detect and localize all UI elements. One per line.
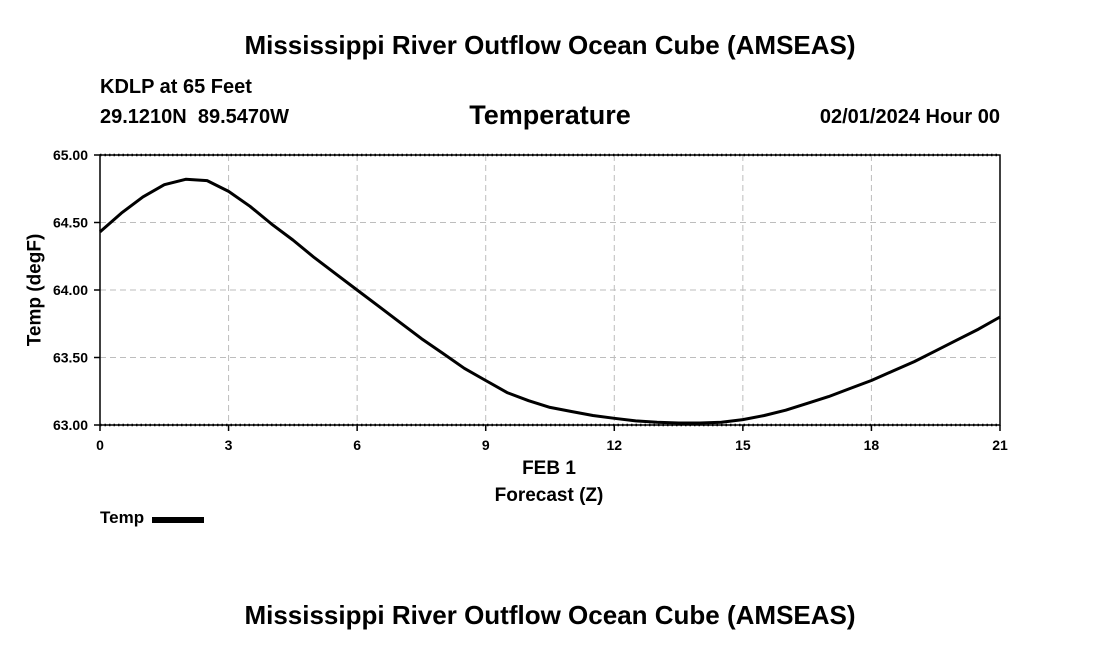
y-tick-label: 63.00 <box>53 417 88 433</box>
chart-title-top: Mississippi River Outflow Ocean Cube (AM… <box>244 30 856 60</box>
station-label: KDLP at 65 Feet <box>100 76 252 98</box>
chart-title-bottom: Mississippi River Outflow Ocean Cube (AM… <box>244 600 856 630</box>
x-tick-label: 6 <box>353 437 361 453</box>
x-axis-title: Forecast (Z) <box>495 485 604 506</box>
frame-dotted-border <box>100 153 1000 427</box>
variable-title: Temperature <box>469 100 631 130</box>
coordinates-label: 29.1210N 89.5470W <box>100 106 290 128</box>
legend-label-temp: Temp <box>100 508 145 527</box>
x-tick-label: 15 <box>735 437 751 453</box>
legend-swatch-temp <box>152 516 205 523</box>
legend: Temp <box>100 508 205 528</box>
x-axis-date-label: FEB 1 <box>522 458 576 479</box>
y-tick-label: 64.00 <box>53 282 88 298</box>
y-tick-label: 65.00 <box>53 147 88 163</box>
y-tick-label: 64.50 <box>53 215 88 231</box>
y-axis-ticks: 63.00 63.50 64.00 64.50 65.00 <box>53 147 100 433</box>
x-tick-label: 9 <box>482 437 490 453</box>
x-tick-label: 3 <box>225 437 233 453</box>
datetime-label: 02/01/2024 Hour 00 <box>819 106 1000 128</box>
y-tick-label: 63.50 <box>53 350 88 366</box>
grid-lines <box>100 155 1000 425</box>
x-axis-ticks: 0 3 6 9 12 15 18 21 <box>96 425 1008 453</box>
series-line-temp <box>99 177 1001 425</box>
x-tick-label: 21 <box>992 437 1008 453</box>
y-axis-title: Temp (degF) <box>25 234 46 347</box>
x-tick-label: 0 <box>96 437 104 453</box>
x-tick-label: 18 <box>864 437 880 453</box>
x-tick-label: 12 <box>606 437 622 453</box>
